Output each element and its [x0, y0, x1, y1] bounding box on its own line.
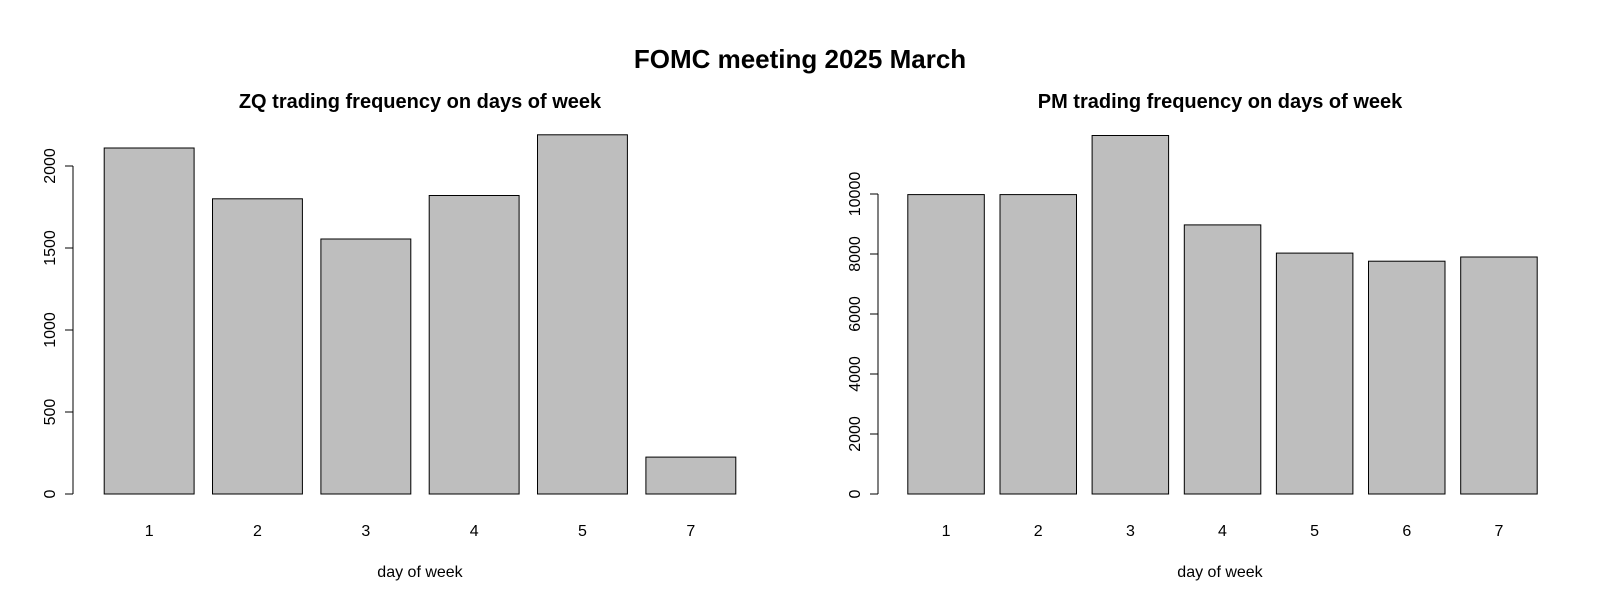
x-tick-label: 5: [578, 523, 587, 540]
y-tick-label: 2000: [42, 148, 59, 184]
bar-5: [1275, 252, 1354, 495]
y-tick-label: 1000: [42, 312, 59, 348]
y-tick-label: 10000: [847, 172, 864, 217]
y-tick-label: 500: [42, 399, 59, 426]
x-tick-label: 7: [686, 523, 695, 540]
pm-chart: PM trading frequency on days of week 1 2 3 4…: [847, 91, 1538, 581]
subplot-title: PM trading frequency on days of week: [1038, 91, 1403, 113]
bar-7: [1460, 256, 1538, 495]
y-tick-label: 4000: [847, 356, 864, 392]
x-tick-label: 1: [942, 523, 951, 540]
x-tick-label: 4: [1218, 523, 1227, 540]
bar-1: [907, 194, 985, 495]
y-tick-label: 2000: [847, 416, 864, 452]
zq-chart: ZQ trading frequency on days of week 1 2 3 4…: [42, 91, 737, 581]
bar-2: [999, 194, 1077, 495]
bar-2: [212, 198, 303, 495]
x-tick-label: 3: [361, 523, 370, 540]
y-tick-label: 0: [42, 489, 59, 498]
x-tick-label: 6: [1402, 523, 1411, 540]
y-tick-label: 1500: [42, 230, 59, 266]
y-tick-label: 6000: [847, 296, 864, 332]
x-tick-label: 7: [1494, 523, 1503, 540]
x-tick-label: 2: [253, 523, 262, 540]
subplot-title: ZQ trading frequency on days of week: [239, 91, 602, 113]
bar-6: [1368, 260, 1446, 495]
figure-title: FOMC meeting 2025 March: [633, 44, 967, 74]
y-tick-label: 0: [847, 489, 864, 498]
bar-7: [645, 456, 737, 495]
x-axis-label: day of week: [377, 564, 463, 581]
y-tick-label: 8000: [847, 236, 864, 272]
x-tick-label: 2: [1034, 523, 1043, 540]
bar-1: [103, 147, 195, 495]
bar-3: [1091, 135, 1170, 495]
bar-4: [428, 195, 520, 495]
x-tick-label: 3: [1126, 523, 1135, 540]
x-axis-label: day of week: [1177, 564, 1263, 581]
x-tick-label: 1: [145, 523, 154, 540]
bar-4: [1183, 224, 1262, 495]
bar-3: [320, 238, 412, 495]
bar-5: [537, 134, 628, 495]
x-tick-label: 5: [1310, 523, 1319, 540]
x-tick-label: 4: [470, 523, 479, 540]
